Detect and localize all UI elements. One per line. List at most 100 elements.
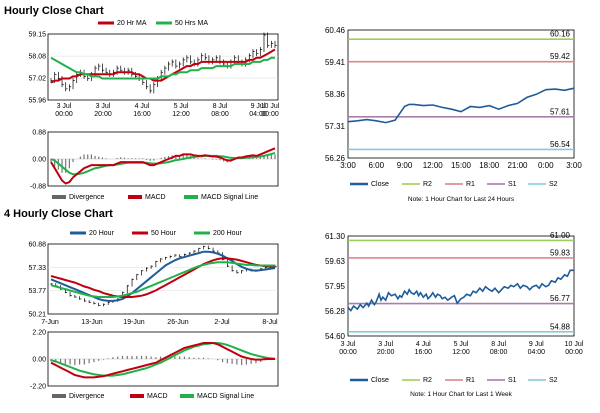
hourly-levels-legend-3-swatch (487, 183, 505, 185)
hourly-levels-level-label-s1: 57.61 (550, 107, 571, 116)
4hourly-levels-xtick-date: 3 Jul (341, 341, 356, 348)
hourly-price-ytick: 59.15 (28, 32, 46, 39)
hourly-levels-xtick: 15:00 (451, 161, 472, 170)
4hourly-levels-ytick: 61.30 (325, 232, 346, 241)
hourly-macd-legend-2-swatch (184, 195, 198, 199)
hourly-price-ma50-line (50, 56, 275, 80)
4hourly-levels-xtick-time: 00:00 (565, 349, 583, 356)
4hourly-price-plot-frame (47, 243, 279, 315)
hourly-levels-legend-0-swatch (350, 182, 368, 186)
4hourly-levels-legend-4-label: S2 (549, 377, 558, 384)
4hourly-price-xtick: 13-Jun (81, 319, 103, 326)
4hourly-levels-xtick-time: 12:00 (452, 349, 470, 356)
hourly-price-legend-0-swatch (98, 21, 114, 25)
4hourly-levels-xtick-date: 8 Jul (491, 341, 506, 348)
hourly-levels-xtick: 12:00 (423, 161, 444, 170)
hourly-levels-xtick: 18:00 (479, 161, 500, 170)
hourly-price-xtick-date: 5 Jul (174, 103, 189, 110)
hourly-levels-ytick: 60.46 (325, 26, 346, 35)
hourly-price-xtick-date: 3 Jul (96, 103, 111, 110)
hourly-macd-ytick: -0.88 (30, 184, 46, 191)
4hourly-levels-level-label-s2: 54.88 (550, 322, 571, 331)
hourly-levels-xtick: 21:00 (507, 161, 528, 170)
4hourly-levels-xtick-date: 5 Jul (454, 341, 469, 348)
hourly-levels-legend-2-swatch (445, 183, 463, 185)
4hourly-price-ytick: 57.33 (28, 265, 46, 272)
4hourly-price-xtick: 19-Jun (123, 319, 145, 326)
4hourly-levels-legend-3-label: S1 (508, 377, 517, 384)
hourly-levels-ytick: 57.31 (325, 122, 346, 131)
hourly-price-legend-1-swatch (156, 21, 172, 25)
hourly-macd-legend-1-label: MACD (145, 194, 166, 201)
hourly-price-ytick: 58.08 (28, 54, 46, 61)
hourly-price-xtick-date: 4 Jul (135, 103, 150, 110)
4hourly-price-xtick: 8-Jul (262, 319, 278, 326)
hourly-levels-legend-2-label: R1 (466, 181, 475, 188)
4hourly-price-legend-0-label: 20 Hour (89, 230, 115, 237)
hourly-levels-level-label-r1: 59.42 (550, 52, 571, 61)
section-title-4hourly: 4 Hourly Close Chart (4, 208, 113, 220)
4hourly-levels-xtick-date: 3 Jul (378, 341, 393, 348)
4hourly-levels-legend-0-swatch (350, 378, 368, 382)
hourly-price-ytick: 55.96 (28, 98, 46, 105)
4hourly-levels-level-label-s1: 56.77 (550, 294, 571, 303)
hourly-price-xtick-time: 00:00 (55, 111, 73, 118)
hourly-price-xtick-time: 12:00 (172, 111, 190, 118)
4hourly-macd-legend-1-label: MACD (147, 393, 168, 400)
hourly-macd-ytick: 0.00 (32, 157, 46, 164)
4hourly-levels-xtick-time: 20:00 (377, 349, 395, 356)
4hourly-price-xtick: 2-Jul (214, 319, 230, 326)
hourly-macd-legend-1-swatch (128, 195, 142, 199)
4hourly-levels-legend-4-swatch (528, 379, 546, 381)
hourly-levels-legend-1-label: R2 (423, 181, 432, 188)
hourly-levels-chart: 60.46 59.41 58.36 57.31 56.26 60.16 59.42 57.61… (325, 26, 582, 203)
4hourly-price-legend-0-swatch (70, 231, 86, 235)
4hourly-levels-legend-2-label: R1 (466, 377, 475, 384)
hourly-price-xtick-time: 20:00 (94, 111, 112, 118)
4hourly-levels-xtick-date: 9 Jul (529, 341, 544, 348)
hourly-macd-legend-2-label: MACD Signal Line (201, 194, 258, 201)
hourly-levels-ytick: 59.41 (325, 58, 346, 67)
4hourly-levels-xtick-time: 16:00 (415, 349, 433, 356)
4hourly-macd-ytick: 2.20 (32, 330, 46, 337)
4hourly-price-ytick: 60.88 (28, 242, 46, 249)
hourly-levels-level-label-r2: 60.16 (550, 30, 571, 39)
4hourly-macd-chart: 2.20 0.00 -2.20 Divergence MACD MACD Signal L… (30, 330, 279, 400)
hourly-price-ma20-line (50, 48, 276, 84)
4hourly-levels-xtick-time: 08:00 (490, 349, 508, 356)
hourly-price-chart: 59.15 58.08 57.02 55.96 20 Hr MA 50 Hrs MA 3 J… (28, 20, 279, 118)
4hourly-price-ytick: 50.21 (28, 312, 46, 319)
hourly-levels-level-label-s2: 56.54 (550, 140, 571, 149)
hourly-price-xtick-time: 08:00 (211, 111, 229, 118)
4hourly-price-ma200-line (50, 261, 275, 298)
hourly-levels-legend-4-swatch (528, 183, 546, 185)
4hourly-price-xtick: 26-Jun (167, 319, 189, 326)
4hourly-levels-xtick-time: 04:00 (528, 349, 546, 356)
hourly-macd-chart: 0.88 0.00 -0.88 Divergence MACD MACD Signal L… (30, 130, 279, 201)
4hourly-levels-chart: 61.30 59.63 57.95 56.28 54.60 61.00 59.83 56.77… (325, 231, 584, 398)
4hourly-macd-legend-1-swatch (130, 394, 144, 398)
hourly-macd-legend-0-swatch (52, 195, 66, 199)
4hourly-levels-ytick: 56.28 (325, 307, 346, 316)
4hourly-levels-level-label-r2: 61.00 (550, 231, 571, 240)
4hourly-price-legend-2-label: 200 Hour (213, 230, 242, 237)
hourly-levels-plot-frame (347, 29, 575, 159)
4hourly-levels-plot-frame (347, 235, 575, 337)
4hourly-levels-ytick: 59.63 (325, 257, 346, 266)
4hourly-macd-legend-0-label: Divergence (69, 393, 105, 400)
4hourly-levels-legend-0-label: Close (371, 377, 389, 384)
4hourly-levels-legend-1-label: R2 (423, 377, 432, 384)
hourly-levels-xtick: 3:00 (340, 161, 356, 170)
hourly-price-legend-0-label: 20 Hr MA (117, 20, 147, 27)
hourly-macd-ytick: 0.88 (32, 130, 46, 137)
4hourly-levels-xtick-date: 4 Jul (416, 341, 431, 348)
4hourly-price-ma50-line (50, 257, 275, 298)
hourly-price-xtick-time: 04:00 (249, 111, 267, 118)
4hourly-levels-xtick-time: 00:00 (339, 349, 357, 356)
4hourly-price-legend-1-label: 50 Hour (151, 230, 177, 237)
hourly-price-xtick-time: 00:00 (261, 111, 279, 118)
4hourly-price-chart: 60.88 57.33 53.77 50.21 20 Hour 50 Hour 200 Ho… (28, 230, 279, 326)
4hourly-macd-signal-line (50, 342, 276, 377)
hourly-levels-legend-1-swatch (402, 183, 420, 185)
4hourly-levels-legend-2-swatch (445, 379, 463, 381)
